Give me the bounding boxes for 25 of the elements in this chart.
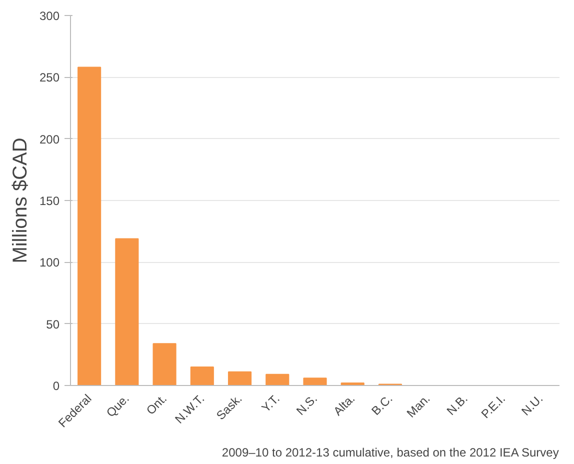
text: 2009–10 to 2012-13 cumulative, based on the 2012 IEA Survey xyxy=(222,446,559,460)
x-tick-label: Alta. xyxy=(330,392,358,418)
x-tick-label: Ont. xyxy=(144,392,170,418)
x-tick-label: N.U. xyxy=(518,392,546,418)
bar xyxy=(152,343,176,386)
x-tick-label: Que. xyxy=(104,392,132,420)
x-tick-label: Man. xyxy=(404,392,433,420)
bar xyxy=(115,238,139,386)
y-tick-label: 200 xyxy=(39,132,60,146)
x-tick-label: Y.T. xyxy=(258,392,282,415)
y-tick-label: 100 xyxy=(39,256,60,270)
y-tick-label: 150 xyxy=(39,194,60,208)
x-tick-label: B.C. xyxy=(368,392,396,418)
y-axis-title: Millions $CAD xyxy=(9,138,32,264)
bar xyxy=(266,374,290,386)
y-tick-label: 250 xyxy=(39,70,60,85)
bar xyxy=(190,366,214,386)
bar xyxy=(303,378,327,386)
bar xyxy=(228,371,252,386)
x-tick-label: N.B. xyxy=(444,392,470,418)
y-tick-label: 300 xyxy=(39,9,60,23)
x-tick-label: N.S. xyxy=(294,392,320,418)
y-tick-label: 0 xyxy=(52,379,60,393)
y-tick-label: 50 xyxy=(46,317,60,332)
bar xyxy=(78,66,102,386)
